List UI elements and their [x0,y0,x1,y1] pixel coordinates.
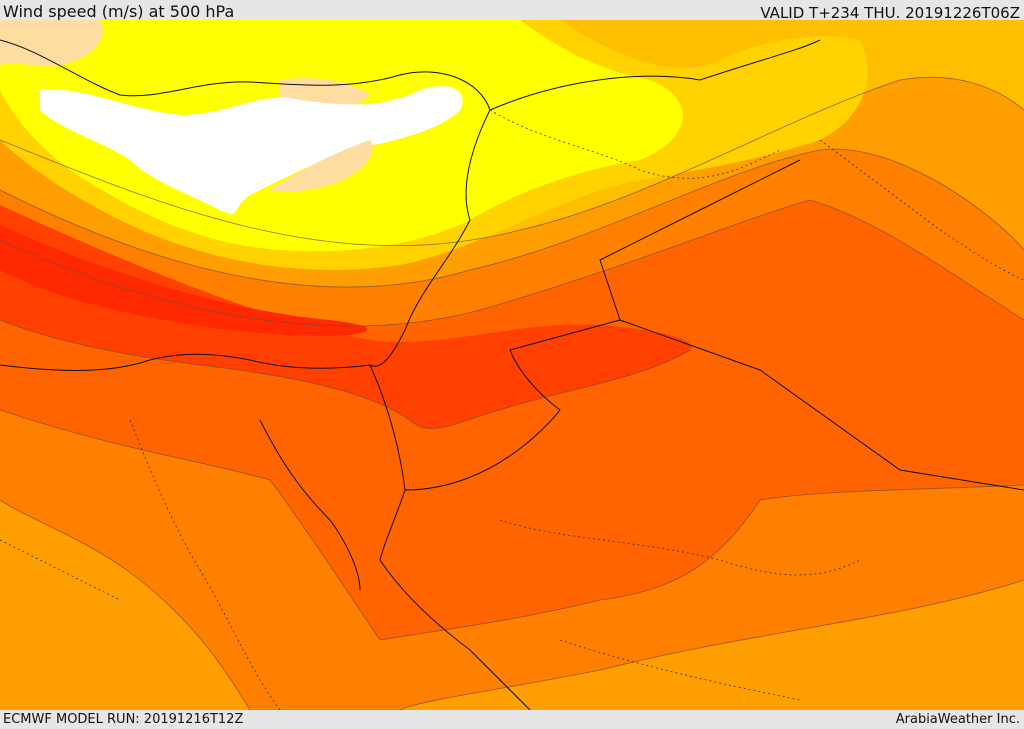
band-white [40,86,463,215]
band-deep-red [0,225,368,336]
band-peach [0,20,103,67]
valid-time: VALID T+234 THU. 20191226T06Z [760,4,1020,22]
coastlines [0,39,1024,710]
band-red-orange [0,200,1024,640]
footer-bar [0,710,1024,729]
credit-label: ArabiaWeather Inc. [895,712,1020,727]
borders-dotted [0,109,1024,710]
header-bar [0,0,1024,22]
contour-lines [0,76,1024,710]
band-red [0,205,692,429]
model-run-label: ECMWF MODEL RUN: 20191216T12Z [3,712,244,727]
map-title: Wind speed (m/s) at 500 hPa [3,2,235,21]
band-peach-3 [270,140,373,193]
wind-speed-map [0,20,1024,710]
